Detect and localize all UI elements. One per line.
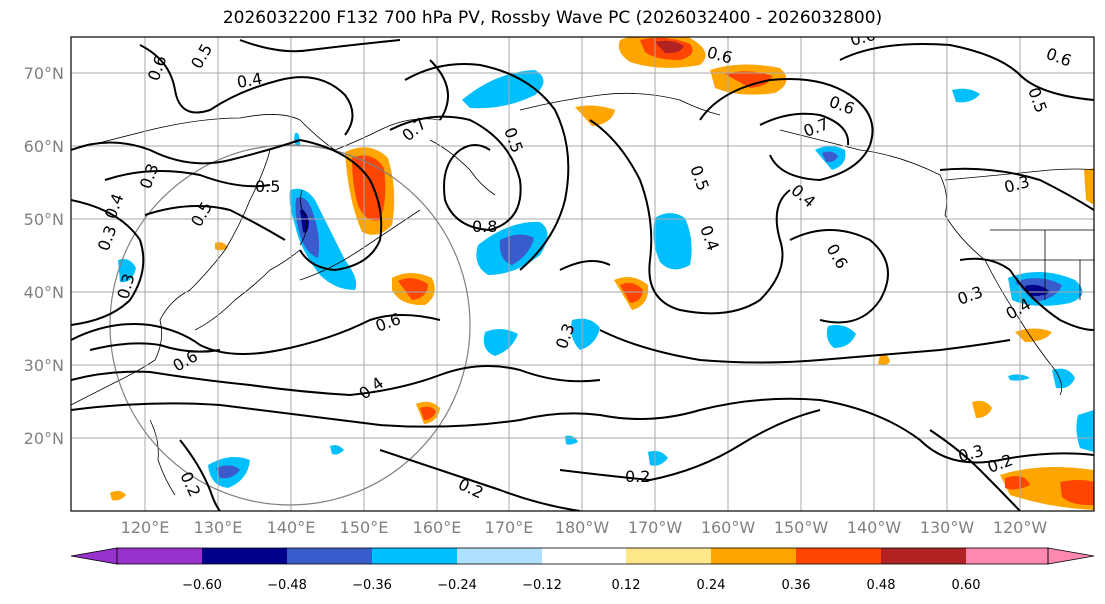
lon-label: 130°W: [920, 518, 975, 537]
colorbar-segment: [372, 548, 457, 564]
lon-label: 140°E: [267, 518, 316, 537]
anomaly-positive: [1084, 168, 1094, 205]
anomaly-negative: [1008, 374, 1030, 381]
anomaly-negative: [1052, 368, 1075, 389]
colorbar-tick-label: −0.60: [182, 578, 222, 593]
anomaly-positive: [620, 282, 643, 303]
latitude-labels: 70°N 60°N 50°N 40°N 30°N 20°N: [24, 64, 64, 448]
anomaly-positive: [725, 71, 772, 88]
lon-label: 140°W: [847, 518, 902, 537]
lon-label: 120°E: [121, 518, 170, 537]
lat-label: 30°N: [24, 356, 64, 375]
colorbar-segment: [881, 548, 966, 564]
colorbar-tick-label: 0.12: [612, 578, 641, 593]
colorbar-segment: [287, 548, 372, 564]
lon-label: 120°W: [993, 518, 1048, 537]
colorbar-tick-label: −0.48: [267, 578, 307, 593]
anomaly-positive: [110, 490, 126, 501]
lon-label: 150°W: [774, 518, 829, 537]
anomaly-negative: [1076, 410, 1094, 452]
contour-label: 0.4: [235, 69, 263, 92]
lat-label: 60°N: [24, 137, 64, 156]
colorbar-tick-label: 0.48: [867, 578, 896, 593]
colorbar-segment: [542, 548, 626, 564]
colorbar-tick-label: −0.36: [352, 578, 392, 593]
anomaly-negative: [462, 70, 544, 109]
anomaly-negative: [499, 234, 534, 265]
anomaly-positive: [1015, 328, 1052, 342]
colorbar-segment: [626, 548, 711, 564]
chart-title: 2026032200 F132 700 hPa PV, Rossby Wave …: [222, 8, 883, 28]
lon-label: 170°W: [628, 518, 683, 537]
colorbar-tick-label: 0.24: [697, 578, 726, 593]
reference-circle: [109, 144, 471, 506]
anomaly-positive: [1005, 476, 1030, 490]
anomaly-negative: [118, 259, 136, 283]
anomaly-negative: [952, 88, 980, 103]
colorbar-segment: [966, 548, 1048, 564]
lon-label: 160°W: [701, 518, 756, 537]
lat-label: 40°N: [24, 283, 64, 302]
anomaly-positive: [1060, 480, 1094, 506]
anomaly-negative: [826, 325, 856, 348]
anomaly-positive: [352, 155, 386, 221]
map-area: 0.6 0.5 0.4 0.3 0.4 0.3 0.5 0.5 0.3 0.6 …: [71, 37, 1094, 511]
lon-label: 130°E: [194, 518, 243, 537]
colorbar-tick-label: −0.24: [437, 578, 477, 593]
longitude-labels: 120°E 130°E 140°E 150°E 160°E 170°E 180°…: [121, 518, 1048, 537]
colorbar-segment: [457, 548, 542, 564]
lat-label: 50°N: [24, 210, 64, 229]
anomaly-positive: [420, 406, 436, 420]
lon-label: 170°E: [485, 518, 534, 537]
anomaly-negative: [330, 445, 344, 455]
anomaly-negative: [216, 465, 240, 479]
contour-label: 0.5: [255, 177, 280, 196]
anomaly-negative: [822, 151, 838, 163]
contour-label: 0.2: [625, 467, 650, 486]
anomaly-negative: [648, 450, 668, 466]
lat-label: 20°N: [24, 429, 64, 448]
anomaly-positive: [398, 278, 428, 300]
anomaly-negative: [571, 318, 600, 350]
anomaly-negative: [1025, 284, 1050, 296]
colorbar-tick-label: −0.12: [522, 578, 562, 593]
lon-label: 160°E: [413, 518, 462, 537]
colorbar-extend-high: [1047, 547, 1095, 565]
colorbar-tick-label: 0.60: [952, 578, 981, 593]
anomaly-positive: [575, 105, 615, 126]
contour-label: 0.8: [472, 217, 497, 236]
anomaly-negative: [653, 213, 692, 270]
colorbar-tick-label: 0.36: [782, 578, 811, 593]
lon-label: 180°W: [555, 518, 610, 537]
colorbar-extend-low: [70, 547, 118, 565]
colorbar-segment: [117, 548, 202, 564]
map-frame: [70, 36, 1095, 512]
colorbar: −0.60 −0.48 −0.36 −0.24 −0.12 0.12 0.24 …: [70, 547, 1095, 593]
anomaly-positive: [655, 40, 684, 54]
colorbar-segment: [202, 548, 287, 564]
coastlines: [71, 92, 1094, 496]
lat-label: 70°N: [24, 64, 64, 83]
anomaly-positive: [878, 354, 890, 366]
pv-contours: [71, 39, 1094, 511]
colorbar-segment: [711, 548, 796, 564]
colorbar-segment: [796, 548, 881, 564]
anomaly-positive: [972, 400, 992, 418]
lon-label: 150°E: [340, 518, 389, 537]
